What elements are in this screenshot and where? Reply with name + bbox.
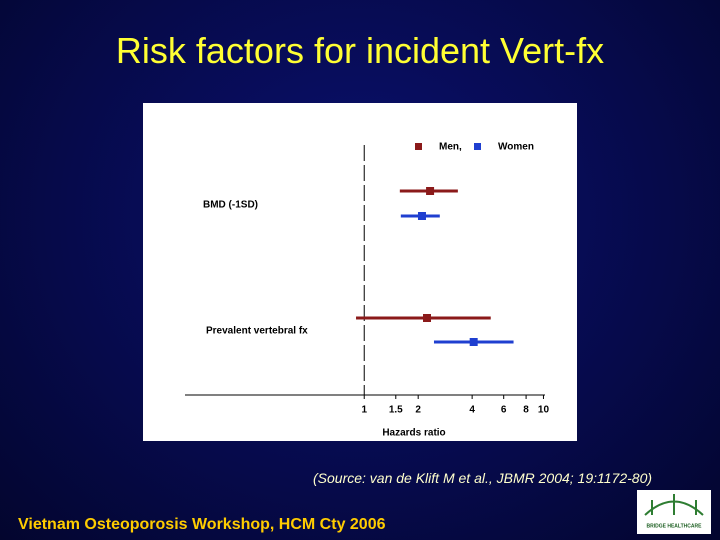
x-tick-label: 1.5 xyxy=(389,405,403,416)
slide-title: Risk factors for incident Vert-fx xyxy=(115,30,605,71)
x-tick-label: 4 xyxy=(469,405,475,416)
footer: Vietnam Osteoporosis Workshop, HCM Cty 2… xyxy=(18,516,386,533)
legend-swatch xyxy=(415,143,422,150)
point-estimate xyxy=(426,187,435,195)
point-estimate xyxy=(417,212,426,220)
source-note: (Source: van de Klift M et al., JBMR 200… xyxy=(313,470,653,486)
x-tick-label: 2 xyxy=(415,405,421,416)
x-tick-label: 1 xyxy=(361,405,367,416)
legend-label: Men, xyxy=(439,142,462,153)
x-tick-label: 10 xyxy=(538,405,550,416)
legend-label: Women xyxy=(498,142,534,153)
chart-panel xyxy=(143,103,577,441)
logo-icon xyxy=(644,494,704,516)
x-tick-label: 6 xyxy=(501,405,507,416)
x-tick-label: 8 xyxy=(523,405,529,416)
x-axis-title: Hazards ratio xyxy=(382,428,445,439)
point-estimate xyxy=(423,314,432,322)
point-estimate xyxy=(469,338,478,346)
category-label: Prevalent vertebral fx xyxy=(206,326,308,337)
logo-text: BRIDGE HEALTHCARE xyxy=(647,523,703,529)
legend-swatch xyxy=(474,143,481,150)
category-label: BMD (-1SD) xyxy=(203,200,258,211)
